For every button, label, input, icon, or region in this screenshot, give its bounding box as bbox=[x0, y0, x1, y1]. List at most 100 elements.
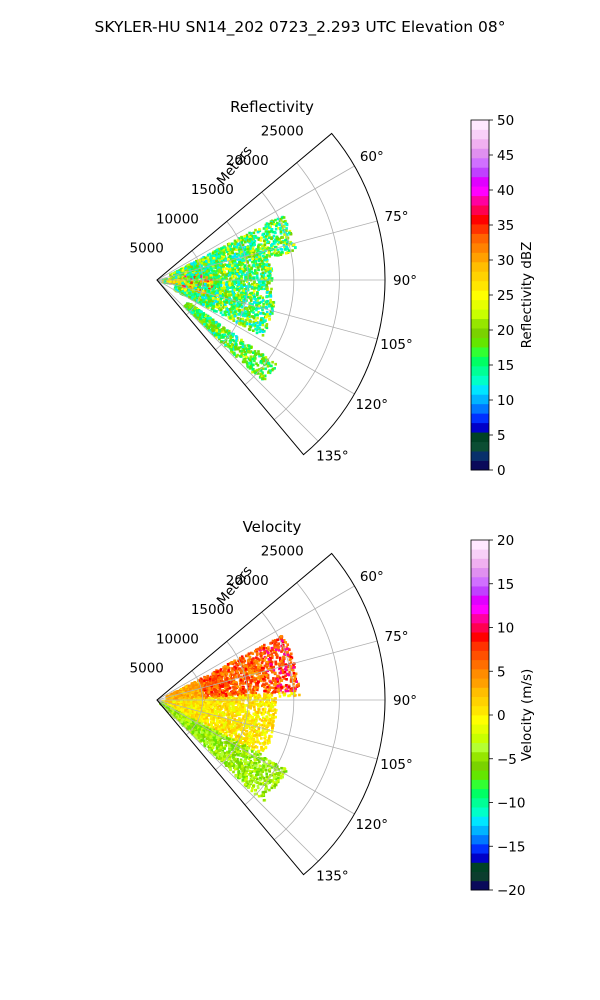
echo-pixel bbox=[270, 691, 274, 695]
echo-pixel bbox=[177, 280, 181, 284]
echo-pixel bbox=[261, 271, 265, 275]
echo-pixel bbox=[212, 280, 216, 284]
echo-pixel bbox=[257, 287, 261, 290]
echo-pixel bbox=[258, 253, 262, 257]
echo-pixel bbox=[230, 682, 233, 685]
echo-pixel bbox=[216, 252, 219, 256]
echo-pixel bbox=[269, 667, 272, 670]
echo-pixel bbox=[229, 258, 233, 261]
echo-pixel bbox=[286, 665, 289, 669]
echo-pixel bbox=[256, 254, 260, 257]
echo-pixel bbox=[198, 272, 201, 275]
echo-pixel bbox=[259, 272, 263, 276]
echo-pixel bbox=[243, 291, 247, 295]
echo-pixel bbox=[256, 301, 260, 305]
echo-pixel bbox=[264, 358, 267, 361]
echo-pixel bbox=[248, 351, 252, 354]
echo-pixel bbox=[221, 264, 225, 267]
echo-pixel bbox=[216, 294, 219, 297]
echo-pixel bbox=[244, 295, 248, 299]
echo-pixel bbox=[219, 276, 222, 280]
echo-pixel bbox=[204, 296, 208, 300]
azimuth-line bbox=[156, 220, 378, 281]
echo-pixel bbox=[271, 252, 274, 256]
echo-pixel bbox=[271, 230, 275, 234]
echo-pixel bbox=[211, 318, 215, 322]
echo-pixel bbox=[229, 316, 232, 319]
echo-pixel bbox=[237, 309, 241, 312]
echo-pixel bbox=[250, 270, 254, 273]
echo-pixel bbox=[190, 281, 193, 284]
echo-pixel bbox=[199, 283, 202, 286]
echo-pixel bbox=[206, 294, 209, 297]
echo-pixel bbox=[184, 267, 188, 271]
echo-pixel bbox=[280, 236, 283, 239]
echo-pixel bbox=[236, 266, 239, 269]
echo-pixel bbox=[200, 299, 203, 302]
echo-pixel bbox=[249, 247, 252, 250]
echo-pixel bbox=[202, 298, 206, 302]
echo-pixel bbox=[242, 283, 246, 286]
echo-pixel bbox=[244, 248, 247, 251]
echo-pixel bbox=[207, 274, 210, 277]
echo-pixel bbox=[267, 651, 270, 655]
range-ring bbox=[244, 191, 295, 386]
echo-pixel bbox=[218, 291, 222, 294]
echo-pixel bbox=[285, 235, 288, 239]
echo-pixel bbox=[265, 247, 269, 251]
echo-pixel bbox=[246, 318, 250, 322]
echo-pixel bbox=[207, 317, 210, 320]
echo-pixel bbox=[255, 331, 259, 335]
echo-pixel bbox=[245, 256, 248, 260]
echo-pixel bbox=[277, 642, 281, 645]
echo-pixel bbox=[247, 344, 251, 347]
echo-pixel bbox=[249, 242, 252, 246]
echo-pixel bbox=[233, 260, 236, 264]
echo-pixel bbox=[226, 308, 229, 312]
echo-pixel bbox=[268, 312, 272, 316]
echo-pixel bbox=[269, 686, 272, 689]
echo-pixel bbox=[264, 225, 268, 228]
echo-pixel bbox=[228, 313, 231, 316]
echo-pixel bbox=[286, 689, 290, 693]
echo-pixel bbox=[253, 286, 257, 290]
echo-pixel bbox=[207, 289, 211, 293]
azimuth-line bbox=[156, 279, 378, 340]
colorbar-swatch bbox=[471, 337, 489, 348]
echo-pixel bbox=[210, 325, 213, 328]
echo-pixel bbox=[220, 259, 224, 263]
echo-pixel bbox=[211, 256, 214, 259]
echo-pixel bbox=[213, 322, 216, 326]
echo-pixel bbox=[264, 266, 268, 270]
echo-pixel bbox=[211, 251, 215, 255]
echo-pixel bbox=[245, 233, 249, 237]
echo-pixel bbox=[205, 256, 209, 260]
echo-pixel bbox=[228, 271, 231, 275]
echo-pixel bbox=[256, 276, 259, 280]
echo-pixel bbox=[223, 298, 226, 302]
echo-pixel bbox=[187, 267, 191, 271]
echo-pixel bbox=[224, 313, 228, 317]
echo-pixel bbox=[223, 263, 227, 266]
echo-pixel bbox=[249, 355, 253, 358]
echo-pixel bbox=[214, 255, 218, 259]
echo-pixel bbox=[234, 248, 238, 252]
echo-pixel bbox=[210, 280, 214, 284]
echo-pixel bbox=[252, 241, 256, 245]
echo-pixel bbox=[246, 316, 249, 320]
colorbar-tick-label: 5 bbox=[497, 428, 506, 444]
echo-pixel bbox=[195, 274, 199, 277]
echo-pixel bbox=[209, 274, 212, 277]
echo-pixel bbox=[271, 312, 274, 315]
echo-pixel bbox=[176, 270, 179, 274]
echo-pixel bbox=[247, 685, 251, 688]
echo-pixel bbox=[221, 255, 224, 258]
echo-pixel bbox=[252, 355, 256, 359]
echo-pixel bbox=[274, 231, 277, 235]
echo-pixel bbox=[258, 301, 261, 305]
echo-pixel bbox=[263, 650, 266, 653]
echo-pixel bbox=[270, 656, 274, 660]
colorbar-tick-label: 25 bbox=[497, 288, 514, 304]
echo-pixel bbox=[270, 237, 273, 241]
echo-pixel bbox=[249, 679, 252, 682]
